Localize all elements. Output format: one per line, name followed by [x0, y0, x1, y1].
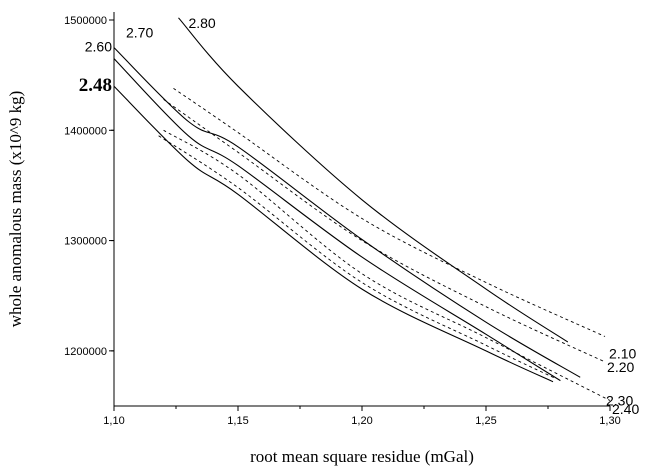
curve-line-2-40 [158, 135, 556, 379]
y-tick-label: 1500000 [64, 15, 107, 27]
curve-line-2-10 [173, 88, 606, 337]
curve-label-2-48: 2.48 [79, 75, 112, 96]
curve-labels-group: 2.80 2.70 2.60 2.48 2.102.20 2.302.40 [79, 15, 640, 417]
curve-label-2-60: 2.60 [85, 39, 112, 55]
curve-line-2-80 [178, 17, 569, 343]
curve-label-2-10: 2.10 [609, 346, 636, 362]
curve-line-2-20 [163, 99, 606, 363]
y-tick-label: 1200000 [64, 346, 107, 358]
x-axis-title: root mean square residue (mGal) [250, 447, 474, 466]
curve-line-2-30 [163, 129, 611, 401]
y-axis-title: whole anomalous mass (x10^9 kg) [6, 91, 25, 328]
curve-line-2-48 [113, 85, 554, 383]
curve-label-2-70: 2.70 [126, 25, 153, 41]
x-tick-label: 1,30 [599, 415, 620, 427]
curve-label-2-40: 2.40 [612, 401, 639, 417]
x-tick-label: 1,15 [227, 415, 248, 427]
curve-line-2-60 [113, 58, 561, 382]
curves-group [113, 17, 611, 401]
x-tick-label: 1,10 [103, 415, 124, 427]
x-tick-label: 1,20 [351, 415, 372, 427]
x-tick-label: 1,25 [475, 415, 496, 427]
y-tick-label: 1400000 [64, 125, 107, 137]
y-tick-label: 1300000 [64, 236, 107, 248]
x-ticks-group: 1,10 1,15 1,20 1,25 1,30 [103, 406, 621, 427]
y-ticks-group: 1200000 1300000 1400000 1500000 [64, 15, 114, 358]
curve-label-2-30: 2.30 [606, 392, 633, 408]
curve-line-2-70 [113, 47, 581, 378]
curve-label-2-20: 2.20 [607, 359, 634, 375]
curve-label-2-80: 2.80 [188, 15, 215, 31]
